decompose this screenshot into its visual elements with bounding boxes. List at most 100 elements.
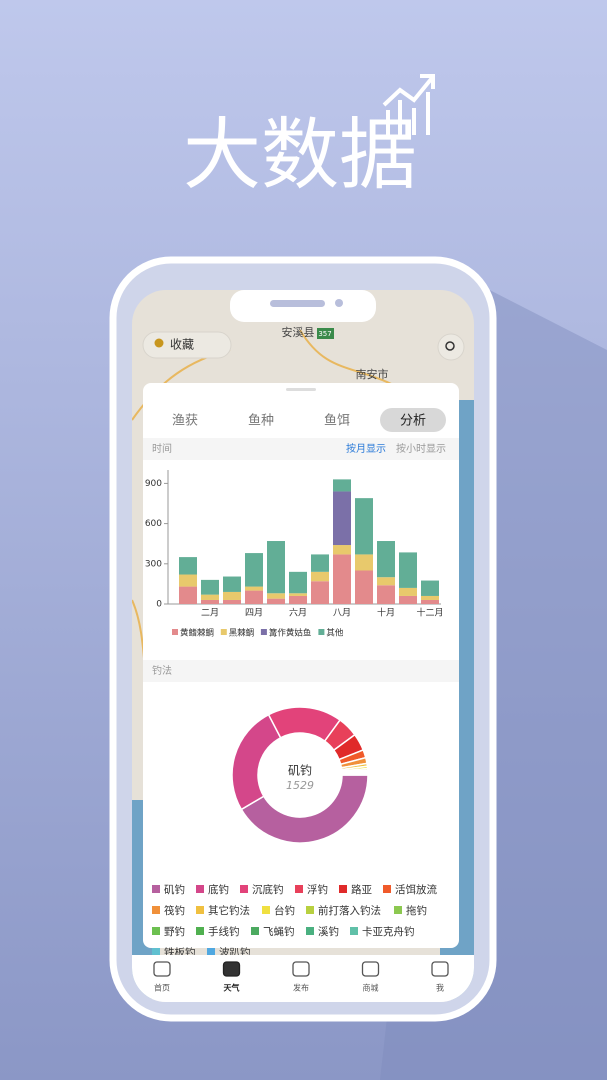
screen: 安溪县 357 南安市 收藏 渔获 鱼种 鱼饵 分析 时间 按月显示 按小时显示 0 3… [132,290,474,1002]
nav-label[interactable]: 发布 [293,983,309,993]
legend-label: 飞蝇钓 [263,925,295,938]
legend-label: 筏钓 [164,904,185,917]
bar-segment [267,593,285,599]
bar-segment [377,585,395,604]
legend-label: 黑棘鲷 [229,628,255,639]
legend-swatch [350,927,358,935]
nav-icon [292,961,310,977]
nav-label[interactable]: 天气 [224,983,240,993]
legend-label: 拖钓 [406,904,427,917]
section-label: 时间 [152,442,172,455]
bar-segment [311,571,329,582]
bar-segment [311,554,329,572]
bar-segment [333,545,351,555]
legend-label: 路亚 [351,883,372,896]
tab[interactable]: 渔获 [172,414,198,429]
legend-swatch [207,948,215,956]
bar-segment [421,580,439,596]
bar-segment [201,594,219,600]
favorite-button[interactable] [142,331,232,359]
bar-segment [399,595,417,604]
bar-segment [179,574,197,587]
page-title: 大数据 [183,111,417,201]
bar-segment [355,570,373,604]
legend-swatch [152,906,160,914]
tab[interactable]: 分析 [400,414,426,429]
speaker [270,300,325,307]
legend-swatch [196,906,204,914]
bar-segment [377,577,395,586]
hour-toggle[interactable]: 按小时显示 [396,442,446,455]
bar-segment [289,595,307,604]
legend-swatch [394,906,402,914]
bar-segment [223,576,241,592]
bar-segment [267,598,285,604]
bar-segment [223,591,241,600]
legend-label: 底钓 [208,883,229,896]
pin-icon [154,338,164,348]
tab[interactable]: 鱼种 [248,413,274,429]
legend-swatch [152,885,160,893]
bar-segment [333,554,351,604]
legend-swatch [339,885,347,893]
tab-highlight [380,408,446,432]
legend-label: 前打落入钓法 [318,904,381,917]
x-tick-label: 八月 [333,608,351,619]
bar-segment [179,557,197,575]
search-button[interactable] [437,333,465,361]
legend-label: 手线钓 [208,925,240,938]
legend-label: 溪钓 [318,925,339,938]
y-tick-label: 900 [145,479,162,489]
bar-segment [355,498,373,555]
bar-segment [245,586,263,591]
camera [335,299,343,307]
bar-segment [267,541,285,594]
legend-swatch [240,885,248,893]
legend-label: 篝作黄姑鱼 [269,628,312,639]
legend-swatch [318,629,325,635]
bar-segment [201,599,219,604]
legend-swatch [196,927,204,935]
center-value: 1529 [286,779,314,792]
donut-slice [240,774,369,844]
section-label: 钓法 [152,664,172,677]
x-tick-label: 四月 [245,608,263,619]
legend-label: 野钓 [164,925,185,938]
tab[interactable]: 鱼饵 [324,413,350,429]
bar-segment [421,599,439,604]
legend-label: 矶钓 [164,883,185,896]
nav-label[interactable]: 商城 [363,983,379,993]
legend-swatch [306,927,314,935]
legend-label: 其他 [326,628,344,639]
legend-label: 浮钓 [307,883,328,896]
y-tick-label: 300 [145,559,162,569]
section-header [143,438,459,460]
road-sign [317,328,334,339]
legend-swatch [383,885,391,893]
legend-label: 其它钓法 [208,904,250,917]
nav-label[interactable]: 我 [436,983,444,993]
bar-segment [399,552,417,588]
legend-swatch [295,885,303,893]
legend-swatch [172,629,178,635]
x-tick-label: 二月 [201,608,219,619]
bar-segment [223,599,241,604]
legend-swatch [152,948,160,956]
legend-label: 台钓 [274,904,295,917]
bar-segment [333,479,351,492]
x-tick-label: 六月 [289,607,307,619]
legend-swatch [262,906,270,914]
y-tick-label: 600 [145,519,162,529]
month-toggle[interactable]: 按月显示 [346,442,386,455]
legend-swatch [260,629,267,635]
legend-swatch [306,906,314,914]
nav-label[interactable]: 首页 [154,983,170,993]
legend-swatch [220,629,227,635]
bar-segment [421,595,439,600]
bar-segment [377,541,395,578]
bar-segment [201,579,219,595]
bar-segment [289,571,307,594]
bar-segment [399,587,417,596]
nav-icon [361,961,380,977]
